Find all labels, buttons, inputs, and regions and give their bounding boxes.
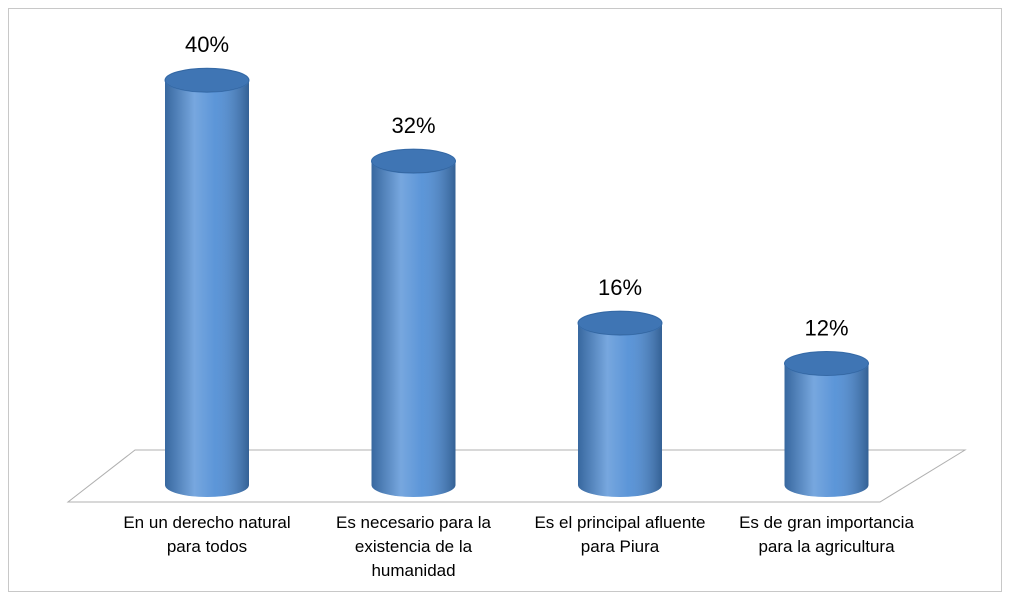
data-label: 12% xyxy=(804,316,848,341)
cylinder-top-shade xyxy=(578,311,662,336)
bar-shade xyxy=(371,161,456,485)
x-tick-label: Es el principal afluente para Piura xyxy=(534,513,706,556)
cylinder-top-shade xyxy=(165,68,249,93)
bar-shade xyxy=(578,323,662,485)
cylinder xyxy=(164,67,250,497)
cylinder-top xyxy=(784,351,869,377)
x-tick-label: Es de gran importancia para la agricultu… xyxy=(739,513,914,556)
x-tick-label: Es necesario para la existencia de la hu… xyxy=(336,513,491,580)
chart-border xyxy=(8,8,1002,592)
cylinder-top xyxy=(371,148,456,174)
data-label: 40% xyxy=(185,32,229,57)
cylinder-top-shade xyxy=(371,149,456,174)
cylinder xyxy=(371,148,456,497)
bar-shade xyxy=(784,363,869,485)
data-label: 16% xyxy=(598,275,642,300)
x-tick-label: En un derecho natural para todos xyxy=(123,513,291,556)
bar-shade xyxy=(165,80,249,485)
floor xyxy=(66,449,967,503)
cylinder-top xyxy=(164,67,250,93)
data-label: 32% xyxy=(391,113,435,138)
cylinder-top xyxy=(577,310,663,336)
cylinder xyxy=(577,310,663,497)
cylinder xyxy=(784,351,869,497)
cylinder-top-shade xyxy=(784,351,869,376)
